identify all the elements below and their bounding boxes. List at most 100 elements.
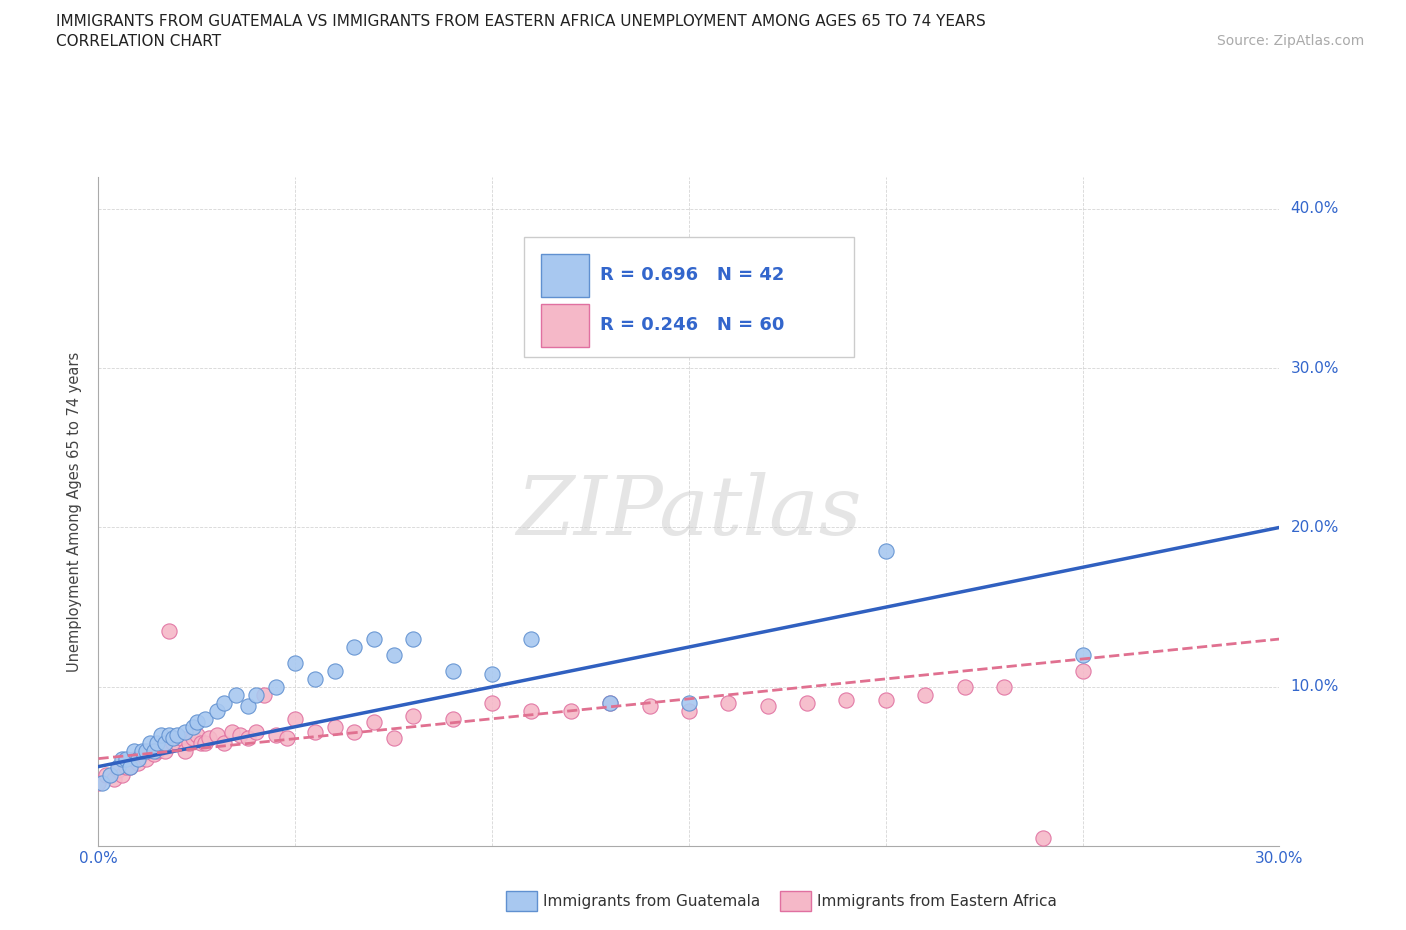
Text: R = 0.246   N = 60: R = 0.246 N = 60 <box>600 316 785 335</box>
Point <box>146 736 169 751</box>
Point <box>560 703 582 718</box>
Point <box>190 736 212 751</box>
Point <box>1071 647 1094 662</box>
Point <box>111 767 134 782</box>
Point <box>87 775 110 790</box>
Point <box>138 736 160 751</box>
Point <box>166 736 188 751</box>
Point <box>441 663 464 678</box>
Point <box>170 730 193 745</box>
Point <box>276 730 298 745</box>
Point <box>835 692 858 707</box>
Text: 40.0%: 40.0% <box>1291 201 1339 216</box>
Point <box>284 711 307 726</box>
Point <box>304 671 326 686</box>
Point <box>157 727 180 742</box>
Point <box>245 687 267 702</box>
Point <box>221 724 243 739</box>
Point <box>122 743 145 758</box>
Text: 20.0%: 20.0% <box>1291 520 1339 535</box>
Text: 10.0%: 10.0% <box>1291 680 1339 695</box>
Point <box>186 727 208 742</box>
Point <box>245 724 267 739</box>
Point <box>520 703 543 718</box>
Point <box>162 730 184 745</box>
Point <box>363 631 385 646</box>
Point <box>284 656 307 671</box>
Point <box>138 743 160 758</box>
Point <box>363 714 385 729</box>
Point <box>174 724 197 739</box>
Point <box>481 696 503 711</box>
Point <box>599 696 621 711</box>
Point <box>253 687 276 702</box>
Point <box>157 624 180 639</box>
Point <box>142 747 165 762</box>
Point <box>323 719 346 734</box>
Point <box>107 763 129 777</box>
Point <box>343 724 366 739</box>
Point <box>1071 663 1094 678</box>
Point <box>323 663 346 678</box>
Point <box>214 736 236 751</box>
Point <box>111 751 134 766</box>
Point <box>599 696 621 711</box>
Point <box>214 696 236 711</box>
Point <box>304 724 326 739</box>
Text: R = 0.696   N = 42: R = 0.696 N = 42 <box>600 266 785 285</box>
Point <box>146 743 169 758</box>
Point <box>205 727 228 742</box>
Point <box>194 736 217 751</box>
Point <box>875 544 897 559</box>
Point <box>343 640 366 655</box>
Point <box>402 631 425 646</box>
Text: Immigrants from Eastern Africa: Immigrants from Eastern Africa <box>817 894 1057 909</box>
Point <box>717 696 740 711</box>
Point <box>197 730 219 745</box>
Point <box>236 730 259 745</box>
Point <box>127 756 149 771</box>
Text: Source: ZipAtlas.com: Source: ZipAtlas.com <box>1216 34 1364 48</box>
Point <box>953 680 976 695</box>
Point <box>225 687 247 702</box>
Point <box>115 759 138 774</box>
Point <box>194 711 217 726</box>
Point <box>481 667 503 682</box>
Point <box>205 703 228 718</box>
Text: 30.0%: 30.0% <box>1291 361 1339 376</box>
Point <box>678 703 700 718</box>
Point <box>382 730 405 745</box>
Point <box>150 727 173 742</box>
FancyBboxPatch shape <box>523 237 855 357</box>
Point <box>98 767 121 782</box>
Point <box>229 727 252 742</box>
Bar <box>541 254 589 298</box>
Point <box>993 680 1015 695</box>
Point <box>756 698 779 713</box>
Point <box>150 740 173 755</box>
Point <box>796 696 818 711</box>
Point <box>264 727 287 742</box>
Point <box>186 714 208 729</box>
Point <box>638 698 661 713</box>
Point <box>441 711 464 726</box>
Point <box>118 759 141 774</box>
Y-axis label: Unemployment Among Ages 65 to 74 years: Unemployment Among Ages 65 to 74 years <box>67 352 83 671</box>
Point <box>127 751 149 766</box>
Point <box>181 719 204 734</box>
Point <box>166 727 188 742</box>
Point <box>103 772 125 787</box>
Point <box>181 730 204 745</box>
Point <box>1032 830 1054 845</box>
Point <box>678 696 700 711</box>
Point <box>115 751 138 766</box>
Point <box>135 751 157 766</box>
Point <box>264 680 287 695</box>
Point <box>174 743 197 758</box>
Point <box>155 736 177 751</box>
Point <box>236 698 259 713</box>
Point <box>118 759 141 774</box>
Point <box>177 736 200 751</box>
Point <box>107 759 129 774</box>
Text: Immigrants from Guatemala: Immigrants from Guatemala <box>543 894 761 909</box>
